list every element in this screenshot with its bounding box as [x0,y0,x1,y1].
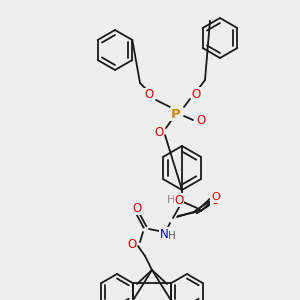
Text: O: O [144,88,154,101]
Text: O: O [191,88,201,100]
Text: H: H [168,231,176,241]
Text: O: O [210,194,220,208]
Text: O: O [212,192,220,202]
Text: O: O [196,113,206,127]
Text: O: O [154,127,164,140]
Text: O: O [128,238,136,250]
Text: N: N [160,227,168,241]
Text: P: P [171,107,181,121]
Text: H: H [167,195,175,205]
Text: O: O [132,202,142,214]
Text: O: O [174,194,184,206]
